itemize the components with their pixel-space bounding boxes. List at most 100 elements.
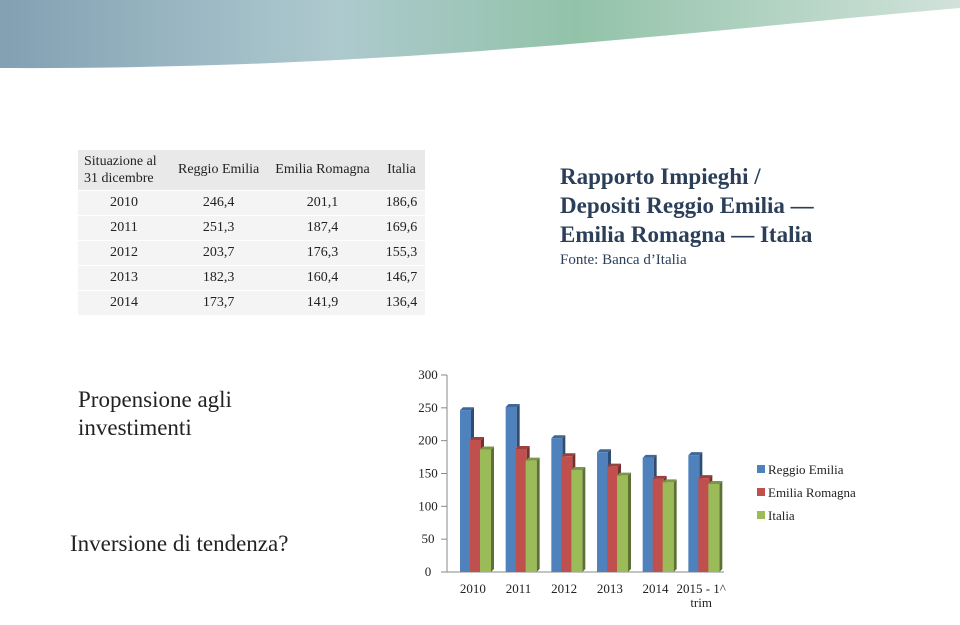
table-cell: 160,4 (267, 265, 378, 291)
bar (505, 406, 517, 572)
note: Inversione di tendenza? (70, 531, 289, 556)
bar-top (607, 463, 621, 467)
legend-label: Emilia Romagna (768, 485, 856, 500)
bar-top (642, 454, 657, 458)
bar-side (628, 472, 631, 572)
table-row: 2011 251,3 187,4 169,6 (78, 215, 426, 241)
note: Propensione agli investimenti (78, 387, 232, 440)
header-row: Situazione al 31 dicembre Reggio Emilia Em… (78, 150, 426, 191)
bar (698, 478, 710, 572)
data-table: Situazione al 31 dicembre Reggio Emilia Em… (78, 150, 426, 316)
title-line: Depositi Reggio Emilia — (560, 193, 814, 218)
bar-side (673, 479, 677, 572)
bar-top (460, 407, 474, 411)
y-tick-label: 300 (418, 367, 438, 382)
x-tick-label: 2013 (596, 581, 623, 596)
bar-top (480, 446, 494, 450)
bar-side (582, 467, 586, 572)
column-header: Reggio Emilia (170, 150, 268, 191)
top-band (0, 0, 960, 69)
bar (571, 470, 583, 572)
slide-title: Rapporto Impieghi / Depositi Reggio Emil… (560, 162, 814, 271)
table-cell: 201,1 (267, 190, 378, 216)
bar (642, 457, 654, 572)
column-header: Situazione al 31 dicembre (78, 150, 170, 191)
bar (617, 475, 628, 572)
table-cell: 2010 (78, 190, 170, 216)
table-cell: 141,9 (267, 290, 378, 316)
bar-top (708, 481, 723, 485)
column-header: Italia (377, 150, 426, 191)
bar-top (561, 453, 576, 457)
bar-top (617, 472, 631, 476)
legend-swatch (757, 511, 765, 519)
table-cell: 187,4 (267, 215, 378, 241)
table-cell: 169,6 (377, 215, 426, 241)
bar (607, 466, 618, 572)
bar (515, 448, 527, 572)
bar-top (652, 475, 667, 479)
x-tick-label: 2012 (551, 581, 578, 596)
table-row: 2013 182,3 160,4 146,7 (78, 265, 426, 291)
y-tick-label: 0 (425, 564, 432, 579)
table-cell: 2014 (78, 290, 170, 316)
bar (551, 438, 563, 572)
bar (470, 439, 481, 572)
bar (708, 484, 720, 572)
bar-top (571, 467, 586, 471)
bar (652, 478, 664, 572)
table-row: 2014 173,7 141,9 136,4 (78, 290, 426, 316)
bar (561, 456, 573, 572)
y-tick-label: 50 (422, 531, 435, 546)
y-tick-label: 100 (418, 498, 438, 513)
x-tick-label: 2015 - 1^ trim (676, 581, 726, 610)
bar-top (470, 436, 484, 440)
bar-side (719, 481, 723, 572)
bar (662, 482, 674, 572)
bar (480, 449, 491, 572)
table-cell: 136,4 (377, 290, 426, 316)
bar-top (551, 435, 566, 439)
bar (525, 460, 537, 572)
y-tick-label: 150 (418, 466, 438, 481)
y-tick-label: 250 (418, 400, 438, 415)
bar-top (698, 475, 713, 479)
bar (688, 455, 700, 572)
legend-label: Reggio Emilia (768, 462, 844, 477)
bar-top (662, 479, 677, 483)
table-row: 2010 246,4 201,1 186,6 (78, 190, 426, 216)
bar (597, 452, 608, 572)
bar-top (515, 445, 530, 449)
table-cell: 182,3 (170, 265, 268, 291)
x-tick-label: 2014 (642, 581, 669, 596)
bar-top (597, 449, 611, 453)
title-line: Rapporto Impieghi / (560, 164, 761, 189)
source: Fonte: Banca d’Italia (560, 252, 687, 268)
table-cell: 176,3 (267, 240, 378, 266)
y-tick-label: 200 (418, 433, 438, 448)
title-line: Emilia Romagna — Italia (560, 222, 813, 247)
legend-swatch (757, 488, 765, 496)
bar-side (536, 457, 540, 572)
legend-label: Italia (768, 508, 795, 523)
table-cell: 246,4 (170, 190, 268, 216)
bar-side (491, 446, 494, 572)
table-cell: 186,6 (377, 190, 426, 216)
table-cell: 173,7 (170, 290, 268, 316)
table-cell: 155,3 (377, 240, 426, 266)
column-header: Emilia Romagna (267, 150, 378, 191)
bar-top (525, 457, 540, 461)
table-cell: 2013 (78, 265, 170, 291)
table-row: 2012 203,7 176,3 155,3 (78, 240, 426, 266)
table-cell: 2011 (78, 215, 170, 241)
table-cell: 203,7 (170, 240, 268, 266)
bar-top (688, 452, 703, 456)
bar-top (505, 403, 520, 407)
legend-swatch (757, 465, 765, 473)
x-tick-label: 2011 (505, 581, 532, 596)
table-cell: 146,7 (377, 265, 426, 291)
bar (460, 410, 471, 572)
x-tick-label: 2010 (459, 581, 486, 596)
